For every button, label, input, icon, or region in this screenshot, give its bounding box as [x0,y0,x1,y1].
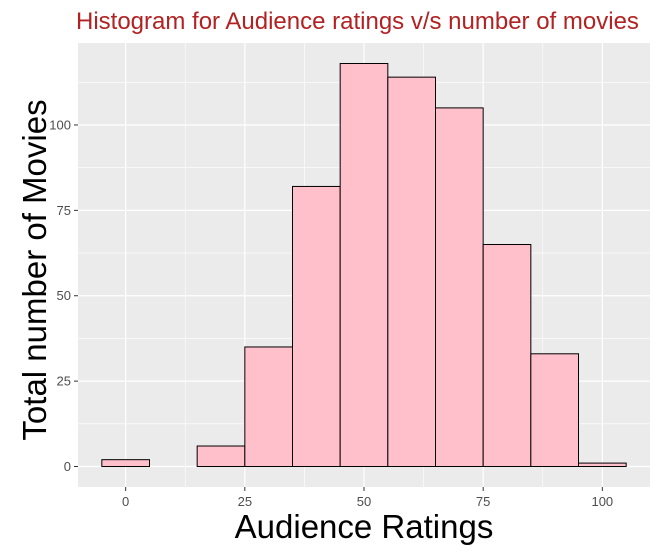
x-axis-ticks: 0 25 50 75 100 [122,487,613,509]
y-tick-label: 100 [49,117,71,132]
y-axis-title: Total number of Movies [16,99,53,440]
histogram-bar [339,62,389,468]
histogram-bar [530,353,579,468]
histogram-bar [244,346,293,468]
histogram-bar [435,107,484,468]
x-tick-label: 50 [357,494,371,509]
y-tick-label: 25 [57,374,71,389]
histogram-bar [578,462,627,468]
x-tick-label: 100 [591,494,613,509]
histogram-bar [196,445,246,468]
chart-title: Histogram for Audience ratings v/s numbe… [76,8,639,35]
y-tick-label: 75 [57,203,71,218]
y-axis-ticks: 0 25 50 75 100 [49,117,78,474]
y-tick-label: 50 [57,288,71,303]
histogram-bar [292,185,341,468]
histogram-bars [101,62,627,468]
x-tick-label: 25 [238,494,252,509]
histogram-bar [482,244,532,468]
x-tick-label: 0 [122,494,129,509]
histogram-bar [387,76,437,468]
x-axis-title: Audience Ratings [235,508,494,545]
y-tick-label: 0 [64,459,71,474]
x-tick-label: 75 [476,494,490,509]
histogram-bar [101,459,151,468]
